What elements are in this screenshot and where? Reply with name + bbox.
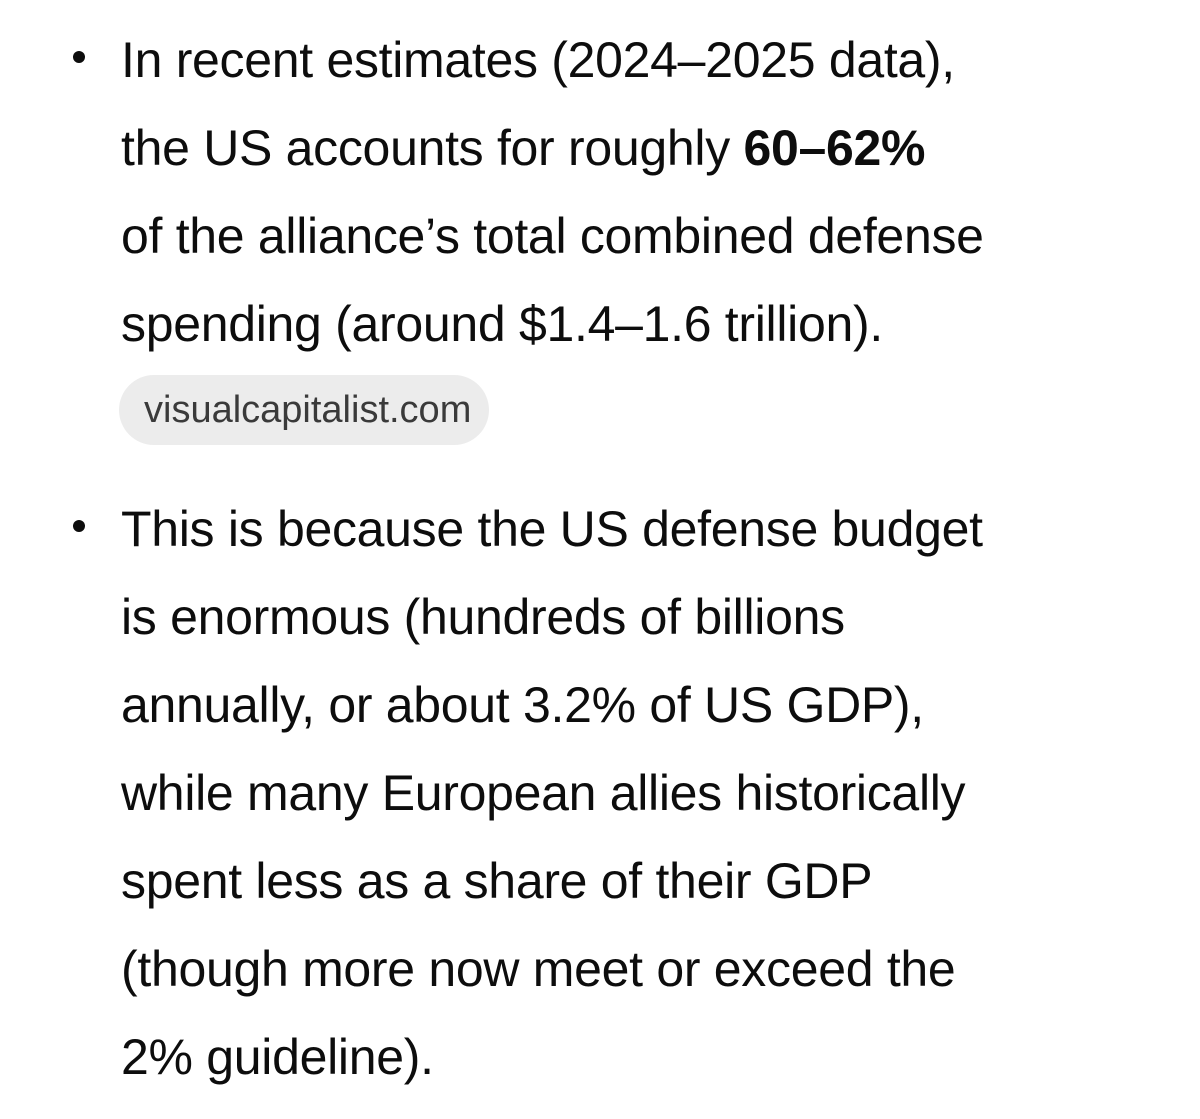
bullet-dot — [73, 520, 85, 532]
bullet-2-line-4: while many European allies historically — [121, 765, 966, 821]
bullet-2-line-6: (though more now meet or exceed the — [121, 941, 956, 997]
bullet-1-line-4: spending (around $1.4–1.6 trillion). — [121, 296, 883, 352]
source-chip-visualcapitalist[interactable]: visualcapitalist.com — [119, 375, 490, 445]
bullet-1-line-2-text: the US accounts for roughly — [121, 120, 744, 176]
bullet-2-line-3: annually, or about 3.2% of US GDP), — [121, 677, 924, 733]
bullet-2-line-5: spent less as a share of their GDP — [121, 853, 873, 909]
bullet-1-line-1: In recent estimates (2024–2025 data), — [121, 32, 955, 88]
bullet-2-line-7: 2% guideline). — [121, 1029, 434, 1085]
bullet-2-line-1: This is because the US defense budget — [121, 501, 983, 557]
bullet-2-line-2: is enormous (hundreds of billions — [121, 589, 845, 645]
bullet-1-line-3: of the alliance’s total combined defense — [121, 208, 984, 264]
bullet-dot — [73, 51, 85, 63]
bullet-1-bold-figure: 60–62% — [743, 120, 926, 176]
bullet-1-line-2: the US accounts for roughly 60–62% — [121, 104, 925, 192]
